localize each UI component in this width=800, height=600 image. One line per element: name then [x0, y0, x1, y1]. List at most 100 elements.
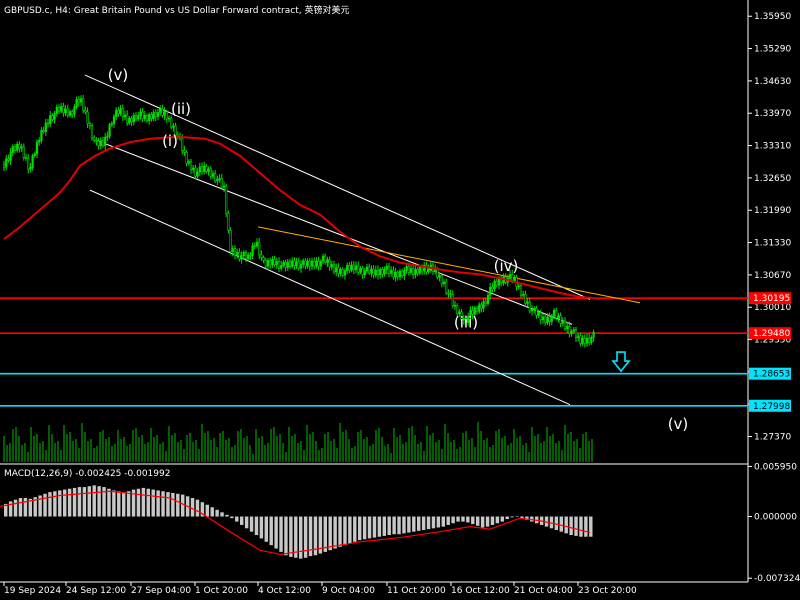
candle-body	[119, 108, 122, 115]
macd-histogram-bar	[299, 516, 303, 559]
candle-body	[170, 117, 173, 128]
candle-body	[297, 261, 300, 269]
macd-histogram-bar	[18, 498, 23, 517]
candle-body	[73, 106, 76, 115]
price-tag	[749, 327, 791, 340]
candle-body	[60, 106, 63, 112]
candle-body	[68, 111, 72, 116]
candle-body	[24, 157, 28, 159]
macd-histogram-bar	[500, 516, 504, 522]
macd-histogram-bar	[58, 490, 62, 517]
macd-histogram-bar	[176, 493, 180, 517]
macd-histogram-bar	[333, 516, 337, 549]
candle-body	[183, 150, 186, 153]
candle-body	[583, 338, 586, 344]
macd-histogram-bar	[530, 516, 534, 522]
candle-body	[86, 111, 89, 124]
candle-body	[130, 118, 133, 123]
macd-histogram-bar	[392, 516, 396, 535]
candle-body	[139, 111, 142, 116]
candle-body	[115, 109, 118, 117]
candle-body	[453, 305, 457, 307]
macd-histogram-bar	[358, 516, 362, 541]
candle-body	[38, 140, 41, 143]
candle-body	[539, 312, 542, 321]
candle-body	[486, 295, 490, 304]
candle-body	[372, 268, 375, 276]
price-tag-label: 1.29480	[753, 329, 790, 339]
candle-body	[97, 140, 100, 147]
candle-body	[526, 301, 529, 304]
macd-histogram-bar	[456, 516, 460, 522]
candle-body	[480, 304, 483, 309]
candle-body	[253, 245, 256, 248]
wave-label: (v)	[668, 415, 689, 433]
symbol-label: GBPUSD.c, H4:	[4, 6, 71, 16]
time-tick-label: 16 Oct 12:00	[451, 586, 510, 596]
candle-body	[218, 177, 221, 180]
candle-body	[198, 166, 201, 173]
macd-histogram-bar	[367, 516, 372, 539]
price-tick-label: 1.33970	[754, 109, 791, 119]
macd-histogram-bar	[102, 487, 106, 517]
candle-body	[306, 260, 309, 267]
candle-body	[572, 329, 575, 332]
macd-histogram-bar	[235, 516, 239, 522]
macd-histogram-bar	[520, 516, 524, 519]
candle-body	[216, 179, 219, 182]
price-tick-label: 1.34630	[754, 77, 791, 87]
candle-body	[561, 320, 564, 324]
candle-body	[440, 275, 443, 285]
macd-histogram-bar	[421, 516, 426, 530]
candle-body	[137, 115, 140, 120]
candle-body	[82, 98, 85, 111]
candle-body	[544, 316, 547, 323]
candle-body	[392, 269, 395, 278]
macd-histogram-bar	[426, 516, 431, 530]
candle-body	[313, 260, 316, 267]
macd-histogram-bar	[161, 491, 165, 517]
candle-body	[317, 260, 320, 267]
time-tick-label: 11 Oct 20:00	[387, 586, 446, 596]
candle-body	[385, 266, 388, 270]
candle-body	[222, 185, 226, 188]
candle-body	[409, 268, 413, 273]
time-tick-label: 27 Sep 04:00	[131, 586, 191, 596]
candle-body	[497, 278, 501, 286]
candle-body	[405, 266, 408, 271]
macd-histogram-bar	[166, 492, 170, 517]
candle-body	[154, 112, 157, 117]
candle-body	[187, 161, 190, 164]
candle-body	[528, 301, 531, 312]
price-tick-label: 1.30670	[754, 271, 791, 281]
candle-body	[348, 265, 351, 271]
macd-histogram-bar	[195, 499, 200, 517]
macd-histogram-bar	[92, 485, 96, 517]
macd-histogram-bar	[67, 488, 72, 517]
candle-body	[284, 262, 287, 268]
candle-body	[456, 305, 459, 314]
symbol-description: Great Britain Pound vs US Dollar Forward…	[73, 6, 350, 16]
candle-body	[381, 269, 384, 275]
candle-body	[121, 108, 124, 118]
price-tag	[749, 292, 791, 305]
candle-body	[200, 166, 204, 172]
candle-body	[269, 260, 272, 266]
candle-body	[332, 264, 336, 273]
candle-body	[117, 109, 120, 115]
candle-body	[570, 331, 573, 335]
wave-label: (iv)	[494, 257, 519, 275]
candle-body	[258, 241, 261, 256]
candle-body	[231, 248, 234, 253]
macd-histogram-bar	[259, 516, 264, 539]
candle-body	[2, 163, 6, 168]
moving-average-line	[3, 136, 601, 300]
candle-body	[211, 173, 215, 177]
candle-body	[238, 252, 241, 260]
candle-body	[467, 316, 470, 323]
candle-body	[350, 264, 353, 271]
macd-histogram-bar	[122, 492, 126, 517]
candle-body	[442, 281, 446, 285]
time-tick-label: 23 Oct 20:00	[578, 586, 637, 596]
candle-body	[425, 264, 428, 273]
